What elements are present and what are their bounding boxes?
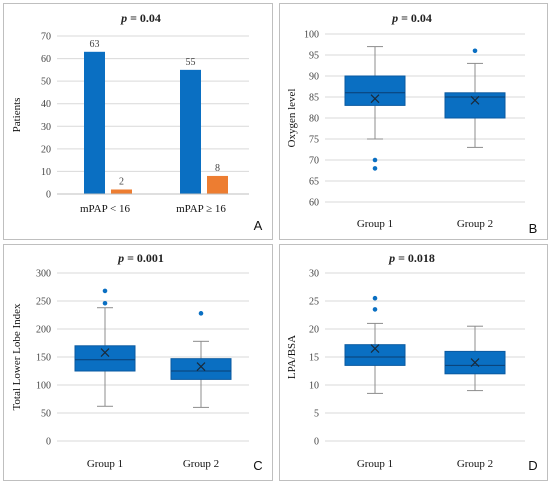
- y-tick-label: 15: [309, 353, 319, 364]
- y-tick-label: 0: [46, 437, 51, 448]
- y-tick-label: 80: [309, 114, 319, 125]
- x-tick-label: mPAP ≥ 16: [176, 203, 226, 215]
- outlier-point: [472, 48, 478, 54]
- y-tick-label: 30: [309, 269, 319, 280]
- title-value: = 0.04: [127, 11, 161, 25]
- y-axis-label: Total Lower Lobe Index: [11, 303, 23, 411]
- y-tick-label: 100: [36, 381, 51, 392]
- y-tick-label: 250: [36, 297, 51, 308]
- chart-title: p = 0.018: [388, 251, 435, 265]
- y-tick-label: 95: [309, 51, 319, 62]
- y-tick-label: 300: [36, 269, 51, 280]
- title-p: p: [117, 251, 124, 265]
- bar: [111, 189, 132, 194]
- panel-c: 0 50 100 150 200 250 300 p = 0.001 Total Lower L…: [3, 244, 273, 481]
- panel-frame: [279, 3, 548, 240]
- panel-frame: [3, 3, 273, 240]
- box-group-1: [74, 288, 136, 407]
- outlier-point: [102, 300, 108, 306]
- y-tick-label: 90: [309, 72, 319, 83]
- chart-title: p = 0.001: [117, 251, 164, 265]
- outlier-point: [372, 295, 378, 301]
- y-tick-label: 5: [314, 409, 319, 420]
- y-tick-label: 20: [309, 325, 319, 336]
- outlier-point: [198, 311, 204, 316]
- outlier-point: [102, 288, 108, 294]
- x-tick-label: Group 2: [457, 218, 493, 230]
- y-tick-label: 60: [41, 54, 51, 65]
- x-tick-label: mPAP < 16: [80, 203, 131, 215]
- data-label: 8: [215, 163, 220, 174]
- panel-tag: A: [254, 218, 263, 233]
- x-tick-label: Group 1: [87, 458, 123, 470]
- mean-marker: [196, 362, 206, 371]
- outlier-point: [372, 166, 378, 171]
- title-p: p: [120, 11, 127, 25]
- outlier-point: [372, 157, 378, 163]
- y-tick-label: 200: [36, 325, 51, 336]
- chart-title: p = 0.04: [391, 11, 432, 25]
- x-tick-label: Group 2: [457, 458, 493, 470]
- mean-marker: [370, 94, 380, 104]
- title-p: p: [391, 11, 398, 25]
- y-axis-label: Patients: [11, 98, 23, 133]
- box-group-2: [444, 325, 506, 392]
- mean-marker: [100, 348, 110, 357]
- title-value: = 0.018: [395, 251, 435, 265]
- title-p: p: [388, 251, 395, 265]
- panel-tag: D: [528, 458, 537, 473]
- title-value: = 0.001: [124, 251, 164, 265]
- y-tick-label: 150: [36, 353, 51, 364]
- x-tick-label: Group 1: [357, 458, 393, 470]
- box-group-2: [444, 48, 506, 148]
- mean-marker: [470, 95, 480, 105]
- y-tick-label: 65: [309, 177, 319, 188]
- x-tick-label: Group 2: [183, 458, 219, 470]
- bar: [207, 175, 228, 194]
- box: [344, 75, 406, 106]
- y-tick-label: 10: [309, 381, 319, 392]
- y-tick-label: 0: [314, 437, 319, 448]
- panel-frame: [279, 244, 548, 481]
- y-tick-label: 30: [41, 122, 51, 133]
- y-tick-label: 70: [41, 32, 51, 43]
- panel-tag: C: [253, 458, 262, 473]
- data-label: 55: [186, 57, 196, 68]
- y-tick-label: 75: [309, 135, 319, 146]
- y-tick-label: 50: [41, 77, 51, 88]
- box: [170, 358, 232, 380]
- y-tick-label: 50: [41, 409, 51, 420]
- y-tick-label: 10: [41, 167, 51, 178]
- outlier-point: [372, 307, 378, 312]
- box-group-2: [170, 311, 232, 408]
- y-axis-label: Oxygen level: [286, 89, 298, 148]
- data-label: 2: [119, 176, 124, 187]
- bar: [84, 51, 105, 194]
- chart-title: p = 0.04: [120, 11, 161, 25]
- mean-marker: [370, 344, 380, 354]
- box-group-1: [344, 46, 406, 171]
- y-tick-label: 0: [46, 190, 51, 201]
- box-group-1: [344, 295, 406, 394]
- panel-b: 60 65 70 75 80 85 90 95 100 p = 0.04 Oxygen level B…: [279, 3, 548, 240]
- bar: [180, 69, 201, 194]
- y-tick-label: 25: [309, 297, 319, 308]
- y-axis-label: LPA/BSA: [286, 335, 298, 379]
- y-tick-label: 40: [41, 99, 51, 110]
- box: [344, 344, 406, 366]
- panel-d: 0 5 10 15 20 25 30 p = 0.018 LPA/BSA D Group 1 Grou…: [279, 244, 548, 481]
- title-value: = 0.04: [398, 11, 432, 25]
- y-tick-label: 20: [41, 144, 51, 155]
- box: [74, 345, 136, 372]
- panel-tag: B: [529, 221, 538, 236]
- y-tick-label: 70: [309, 156, 319, 167]
- x-tick-label: Group 1: [357, 218, 393, 230]
- y-tick-label: 60: [309, 198, 319, 209]
- mean-marker: [470, 358, 480, 368]
- y-tick-label: 85: [309, 93, 319, 104]
- y-tick-label: 100: [304, 30, 319, 41]
- data-label: 63: [90, 39, 100, 50]
